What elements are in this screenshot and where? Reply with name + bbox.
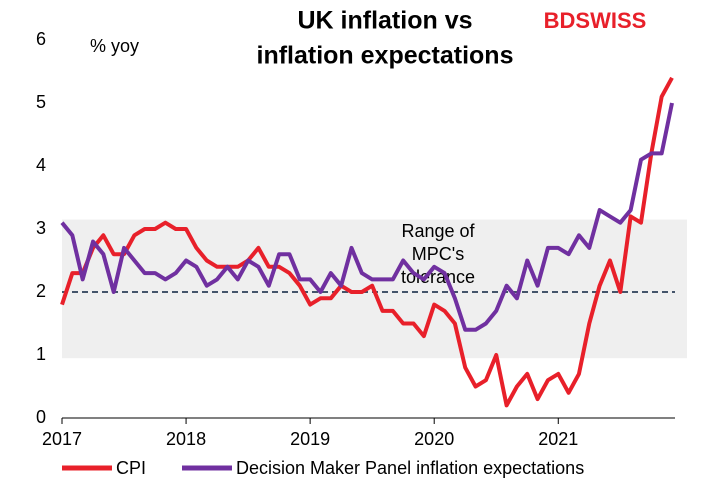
y-tick-label: 4: [36, 155, 46, 175]
y-tick-label: 3: [36, 218, 46, 238]
annotation: Range of: [401, 221, 475, 241]
logo: BDSWISS: [544, 8, 647, 33]
y-tick-label: 1: [36, 344, 46, 364]
x-tick-label: 2017: [42, 429, 82, 449]
annotation: tolerance: [401, 267, 475, 287]
x-tick-label: 2021: [538, 429, 578, 449]
legend-label: CPI: [116, 458, 146, 478]
line: [60, 76, 674, 408]
chart-title: UK inflation vs: [297, 7, 472, 35]
annotation: MPC's: [412, 244, 464, 264]
x-tick-label: 2019: [290, 429, 330, 449]
x-tick-label: 2018: [166, 429, 206, 449]
line: [60, 102, 674, 332]
y-tick-label: 2: [36, 281, 46, 301]
y-tick-label: 0: [36, 407, 46, 427]
chart-title: inflation expectations: [257, 42, 514, 70]
y-axis-label: % yoy: [90, 36, 139, 56]
x-tick-label: 2020: [414, 429, 454, 449]
legend-label: Decision Maker Panel inflation expectati…: [236, 458, 584, 478]
y-tick-label: 6: [36, 29, 46, 49]
y-tick-label: 5: [36, 92, 46, 112]
